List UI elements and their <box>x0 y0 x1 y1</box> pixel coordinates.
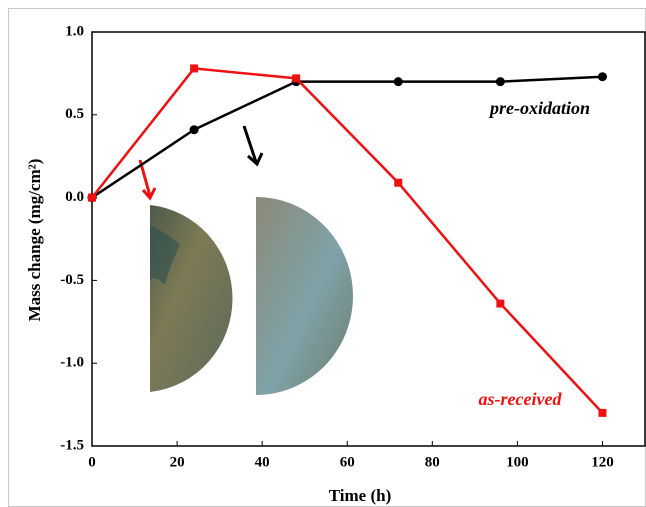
x-axis-label: Time (h) <box>329 486 392 505</box>
x-tick-label: 60 <box>340 454 355 470</box>
marker <box>190 64 198 72</box>
marker <box>496 300 504 308</box>
chart: Time (h) Mass change (mg/cm²) 0 20 40 60 80 1… <box>0 0 646 507</box>
marker <box>394 179 402 187</box>
marker <box>292 74 300 82</box>
x-tick-label: 120 <box>591 454 614 470</box>
y-tick-label: -1.0 <box>60 355 84 371</box>
y-tick-label: -0.5 <box>60 272 84 288</box>
y-tick-label: 0.5 <box>65 106 84 122</box>
x-tick-label: 40 <box>255 454 270 470</box>
series-label: pre-oxidation <box>488 98 590 118</box>
series-label: as-received <box>479 389 563 409</box>
y-axis-label: Mass change (mg/cm²) <box>25 159 44 322</box>
marker <box>190 125 199 134</box>
marker <box>598 409 606 417</box>
x-tick-label: 100 <box>506 454 529 470</box>
marker <box>496 77 505 86</box>
marker <box>394 77 403 86</box>
arrows <box>140 126 262 198</box>
series-line <box>92 77 602 198</box>
sample-photo <box>256 197 353 395</box>
x-tick-label: 20 <box>170 454 185 470</box>
y-tick-label: 0.0 <box>65 189 84 205</box>
y-tick-label: -1.5 <box>60 437 84 453</box>
marker <box>88 194 96 202</box>
marker <box>598 72 607 81</box>
x-tick-label: 80 <box>425 454 440 470</box>
y-tick-label: 1.0 <box>65 23 84 39</box>
x-tick-label: 0 <box>88 454 96 470</box>
